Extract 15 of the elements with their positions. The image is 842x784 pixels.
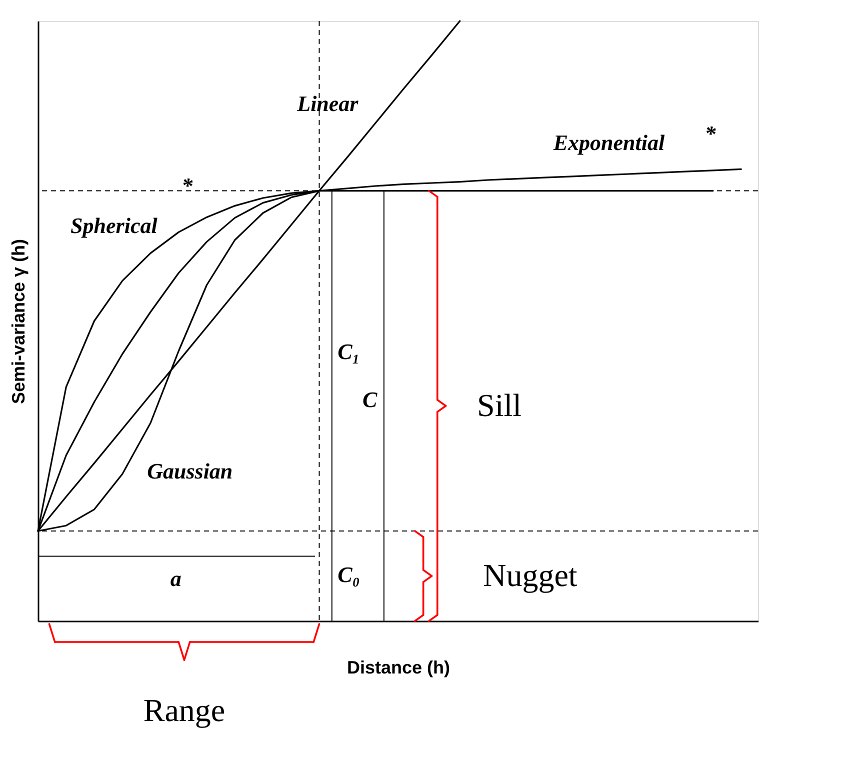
annotation: Exponential bbox=[552, 130, 666, 155]
annotation: C₀ bbox=[338, 562, 360, 587]
y-axis-title: Semi-variance γ (h) bbox=[8, 238, 28, 404]
annotation: Spherical bbox=[70, 213, 158, 238]
text: Range bbox=[143, 692, 226, 728]
x-axis-title: Distance (h) bbox=[346, 658, 450, 678]
annotation: C₁ bbox=[338, 339, 360, 364]
annotation: Nugget bbox=[483, 557, 578, 593]
annotation: Sill bbox=[477, 386, 522, 423]
annotation: * bbox=[704, 120, 717, 146]
annotation: Linear bbox=[296, 90, 359, 116]
annotation: C bbox=[362, 387, 378, 412]
annotation: a bbox=[170, 566, 182, 591]
annotation: * bbox=[182, 173, 194, 198]
annotation: Gaussian bbox=[147, 458, 233, 484]
